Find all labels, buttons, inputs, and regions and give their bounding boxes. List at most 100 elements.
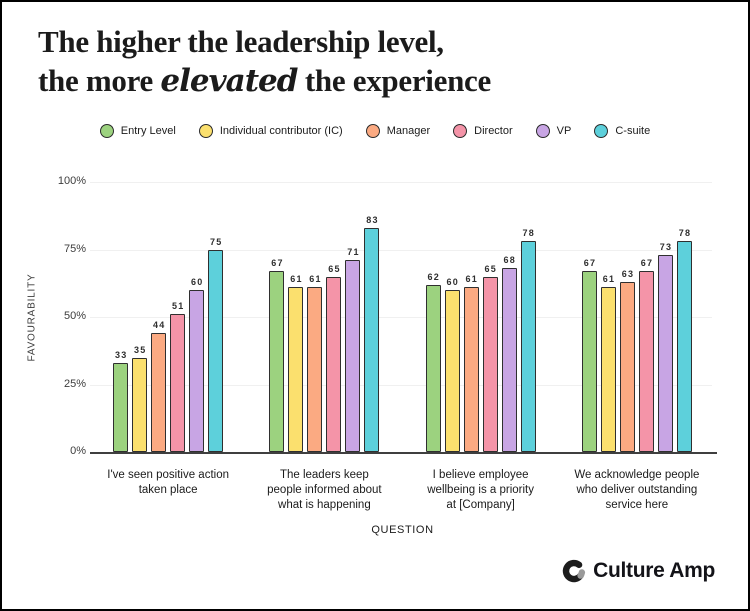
bar [657, 254, 673, 452]
legend-item-label: Director [474, 125, 513, 137]
x-category-label-line: people informed about [267, 484, 382, 496]
legend-item: Individual contributor (IC) [198, 124, 343, 138]
bar [482, 276, 498, 452]
bar-value-label: 35 [134, 344, 147, 355]
legend-item: Entry Level [99, 124, 176, 138]
legend-item: Director [453, 124, 513, 138]
bar [520, 241, 536, 452]
legend-item-label: Manager [386, 125, 431, 137]
bar-column: 51 [170, 301, 186, 452]
chart-title-line2-post: the experience [297, 63, 491, 98]
bar-value-label: 65 [328, 263, 341, 274]
legend-item: VP [535, 124, 572, 138]
x-category-label-line: We acknowledge people [574, 469, 700, 481]
plot-area: 33 35 44 51 60 75 67 61 61 65 71 83 62 60 61 65 68 78 67 61… [90, 182, 715, 452]
x-category-label: I've seen positive action taken place [90, 468, 246, 513]
bar-column: 61 [288, 274, 304, 452]
x-category-label-line: service here [605, 499, 669, 511]
bar-column: 71 [345, 247, 361, 452]
bar-value-label: 61 [290, 274, 303, 285]
bar [132, 357, 148, 452]
x-category-label-line: I've seen positive action [107, 469, 229, 481]
bar [189, 290, 205, 452]
x-category-label-line: at [Company] [446, 499, 515, 511]
bar-value-label: 44 [153, 320, 166, 331]
bar-value-label: 71 [347, 247, 360, 258]
bar-value-label: 65 [484, 263, 497, 274]
bar-column: 68 [501, 255, 517, 452]
bar-column: 67 [638, 258, 654, 452]
bar-column: 61 [307, 274, 323, 452]
bar-value-label: 62 [427, 271, 440, 282]
bar-value-label: 60 [191, 277, 204, 287]
y-tick-label: 0% [70, 445, 86, 457]
x-category-label-line: who deliver outstanding [576, 484, 698, 496]
bar-group: 67 61 61 65 71 83 [246, 215, 402, 452]
bar [501, 268, 517, 452]
bar-column: 65 [326, 263, 342, 452]
gridline [90, 317, 712, 318]
chart-title-line1: The higher the leadership level, [38, 24, 444, 59]
bar [288, 287, 304, 452]
bar [425, 284, 441, 452]
bar [345, 260, 361, 452]
bar-value-label: 61 [465, 274, 478, 285]
bar-column: 60 [189, 277, 205, 452]
bar [581, 271, 597, 452]
bar-column: 33 [113, 349, 129, 452]
bar-value-label: 61 [309, 274, 322, 285]
bar-group: 67 61 63 67 73 78 [559, 228, 715, 452]
chart-title: The higher the leadership level, the mor… [38, 22, 491, 101]
bar [638, 271, 654, 452]
legend-item-label: VP [556, 125, 572, 137]
legend-item-label: Entry Level [120, 125, 176, 137]
bar [113, 362, 129, 452]
bar-column: 75 [208, 237, 224, 452]
x-category-label: We acknowledge people who deliver outstan… [559, 468, 715, 513]
culture-amp-logo-icon [562, 559, 586, 583]
x-category-label-line: The leaders keep [279, 469, 369, 481]
x-category-label: I believe employee wellbeing is a priorit… [403, 468, 559, 513]
bar-column: 44 [151, 320, 167, 452]
bar [326, 276, 342, 452]
x-category-label-line: I believe employee [432, 469, 529, 481]
bar [151, 333, 167, 452]
bar-column: 62 [425, 271, 441, 452]
legend-item: C-suite [594, 124, 650, 138]
bar [208, 249, 224, 452]
legend-swatch-icon [198, 124, 213, 138]
x-category-label-line: wellbeing is a priority [427, 484, 534, 496]
culture-amp-logo: Culture Amp [562, 559, 715, 583]
bar-column: 83 [364, 215, 380, 452]
bar-value-label: 78 [678, 228, 692, 239]
bar-column: 67 [581, 258, 597, 452]
bar-column: 78 [676, 228, 692, 452]
x-category-label: The leaders keep people informed about wha… [246, 468, 402, 513]
bar [676, 241, 692, 452]
y-axis-label: FAVOURABILITY [26, 272, 38, 362]
bar [463, 287, 479, 452]
gridline [90, 182, 712, 183]
bar-value-label: 51 [172, 301, 185, 312]
bar-value-label: 63 [621, 268, 635, 279]
bar [307, 287, 323, 452]
bar-value-label: 33 [115, 349, 128, 360]
x-axis-line [90, 452, 717, 454]
bar-column: 61 [463, 274, 479, 452]
bar-groups: 33 35 44 51 60 75 67 61 61 65 71 83 62 60 61 65 68 78 67 61… [90, 182, 715, 452]
bar-value-label: 67 [640, 258, 654, 269]
bar-value-label: 68 [503, 255, 516, 266]
legend-swatch-icon [594, 124, 609, 138]
bar-value-label: 61 [602, 274, 616, 285]
legend-item-label: Individual contributor (IC) [219, 125, 343, 137]
x-axis-title: QUESTION [371, 524, 434, 536]
bar-column: 61 [600, 274, 616, 452]
bar-value-label: 67 [583, 258, 597, 269]
legend-swatch-icon [365, 124, 380, 138]
bar [170, 314, 186, 452]
bar-column: 60 [444, 277, 460, 452]
bar-column: 73 [657, 242, 673, 452]
bar [444, 290, 460, 452]
bar-value-label: 67 [271, 258, 284, 269]
